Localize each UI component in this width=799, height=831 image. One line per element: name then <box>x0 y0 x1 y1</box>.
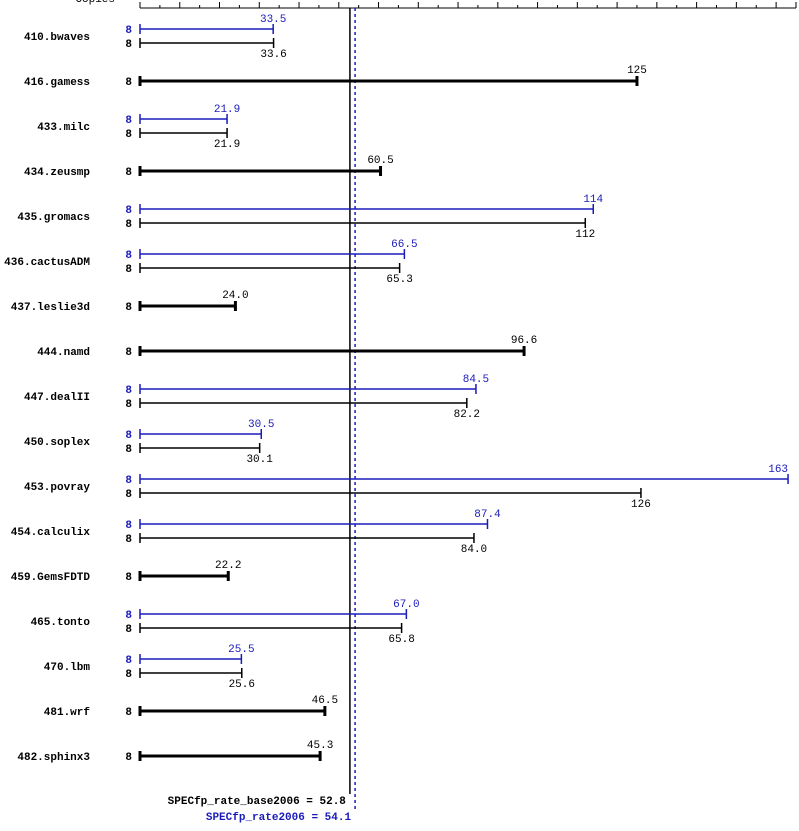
x-axis-label: 40.0 <box>286 0 312 4</box>
copies-base: 8 <box>125 669 132 681</box>
copies-peak: 8 <box>125 115 132 127</box>
copies-peak: 8 <box>125 520 132 532</box>
copies-peak: 8 <box>125 250 132 262</box>
value-peak: 30.5 <box>248 419 274 431</box>
copies-base: 8 <box>125 489 132 501</box>
copies-peak: 8 <box>125 655 132 667</box>
value-base: 33.6 <box>260 49 286 61</box>
copies-base: 8 <box>125 129 132 141</box>
copies-base: 8 <box>125 264 132 276</box>
value-base: 30.1 <box>246 454 273 466</box>
x-axis-label: 90.0 <box>485 0 511 4</box>
benchmark-label: 436.cactusADM <box>4 257 90 269</box>
summary-peak: SPECfp_rate2006 = 54.1 <box>206 812 352 824</box>
benchmark-label: 481.wrf <box>44 707 91 719</box>
value-base: 60.5 <box>367 155 393 167</box>
x-axis-label: 160.0 <box>760 0 793 4</box>
benchmark-label: 453.povray <box>24 482 90 494</box>
x-axis-label: 80.0 <box>445 0 471 4</box>
benchmark-label: 450.soplex <box>24 437 90 449</box>
copies-base: 8 <box>125 572 132 584</box>
copies-header: Copies <box>75 0 115 6</box>
value-base: 65.8 <box>388 634 414 646</box>
value-base: 25.6 <box>229 679 255 691</box>
x-axis-label: 0 <box>137 0 144 4</box>
copies-base: 8 <box>125 39 132 51</box>
value-peak: 163 <box>768 464 788 476</box>
benchmark-label: 410.bwaves <box>24 32 90 44</box>
benchmark-label: 447.dealII <box>24 392 90 404</box>
x-axis-label: 150.0 <box>720 0 753 4</box>
benchmark-label: 465.tonto <box>31 617 91 629</box>
value-base: 46.5 <box>312 695 338 707</box>
benchmark-label: 444.namd <box>37 347 90 359</box>
copies-base: 8 <box>125 347 132 359</box>
value-peak: 66.5 <box>391 239 417 251</box>
benchmark-label: 416.gamess <box>24 77 90 89</box>
copies-base: 8 <box>125 534 132 546</box>
copies-base: 8 <box>125 302 132 314</box>
copies-peak: 8 <box>125 475 132 487</box>
benchmark-label: 482.sphinx3 <box>17 752 90 764</box>
copies-peak: 8 <box>125 25 132 37</box>
value-peak: 84.5 <box>463 374 489 386</box>
benchmark-label: 434.zeusmp <box>24 167 90 179</box>
copies-base: 8 <box>125 77 132 89</box>
x-axis-label: 110.0 <box>561 0 594 4</box>
copies-base: 8 <box>125 444 132 456</box>
value-base: 24.0 <box>222 290 248 302</box>
value-base: 84.0 <box>461 544 487 556</box>
value-base: 45.3 <box>307 740 333 752</box>
copies-base: 8 <box>125 624 132 636</box>
copies-base: 8 <box>125 752 132 764</box>
value-base: 21.9 <box>214 139 240 151</box>
x-axis-label: 20.0 <box>206 0 232 4</box>
benchmark-label: 437.leslie3d <box>11 302 90 314</box>
copies-base: 8 <box>125 399 132 411</box>
value-peak: 33.5 <box>260 14 286 26</box>
x-axis-label: 50.0 <box>326 0 352 4</box>
copies-base: 8 <box>125 219 132 231</box>
benchmark-chart: 0 10.0 20.0 30.0 40.0 50.0 60.0 70.0 80.0 90.0 100… <box>0 0 799 831</box>
x-axis-label: 30.0 <box>246 0 272 4</box>
x-axis-label: 130.0 <box>640 0 673 4</box>
x-axis-label: 120.0 <box>601 0 634 4</box>
copies-peak: 8 <box>125 430 132 442</box>
x-axis-label: 140.0 <box>680 0 713 4</box>
benchmark-label: 459.GemsFDTD <box>11 572 91 584</box>
value-peak: 21.9 <box>214 104 240 116</box>
value-base: 82.2 <box>454 409 480 421</box>
value-peak: 25.5 <box>228 644 254 656</box>
value-peak: 87.4 <box>474 509 501 521</box>
copies-peak: 8 <box>125 205 132 217</box>
benchmark-label: 454.calculix <box>11 527 91 539</box>
summary-base: SPECfp_rate_base2006 = 52.8 <box>168 796 347 808</box>
benchmark-label: 433.milc <box>37 122 90 134</box>
value-base: 112 <box>575 229 595 241</box>
x-axis-label: 60.0 <box>365 0 391 4</box>
copies-peak: 8 <box>125 610 132 622</box>
x-axis-label: 70.0 <box>405 0 431 4</box>
value-base: 96.6 <box>511 335 537 347</box>
value-peak: 67.0 <box>393 599 419 611</box>
value-peak: 114 <box>583 194 603 206</box>
copies-base: 8 <box>125 707 132 719</box>
value-base: 22.2 <box>215 560 241 572</box>
x-axis-label: 10.0 <box>167 0 193 4</box>
value-base: 65.3 <box>386 274 412 286</box>
benchmark-label: 470.lbm <box>44 662 91 674</box>
value-base: 125 <box>627 65 647 77</box>
copies-base: 8 <box>125 167 132 179</box>
copies-peak: 8 <box>125 385 132 397</box>
value-base: 126 <box>631 499 651 511</box>
x-axis-label: 100.0 <box>521 0 554 4</box>
benchmark-label: 435.gromacs <box>17 212 90 224</box>
